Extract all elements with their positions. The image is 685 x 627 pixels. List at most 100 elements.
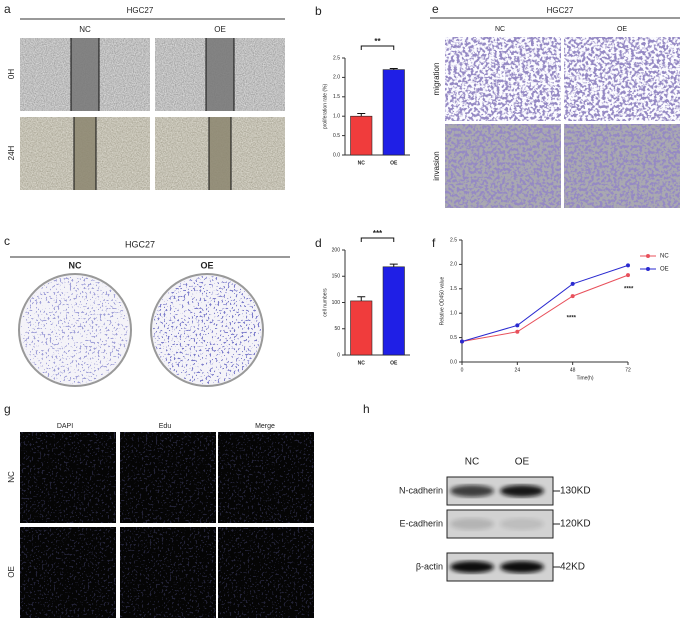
row-label: 24H [7, 145, 16, 160]
panel-letter: d [315, 236, 322, 250]
y-axis-label: Relative OD450 value [439, 276, 445, 325]
transwell-image [564, 124, 680, 208]
band [500, 485, 544, 497]
label: HGC27 [125, 239, 155, 249]
error-bar [389, 263, 398, 267]
label: OE [200, 260, 213, 270]
band [450, 561, 494, 573]
panel-letter: f [432, 236, 436, 250]
band [450, 485, 494, 497]
point [570, 294, 575, 299]
x-tick-label: NC [358, 360, 366, 366]
y-tick-label: 0.5 [450, 335, 457, 341]
band [500, 518, 544, 530]
y-axis-label: proliferation rate (%) [322, 84, 328, 130]
panel-letter: b [315, 4, 322, 18]
label: NC [79, 25, 91, 34]
y-tick-label: 0.5 [333, 133, 340, 139]
y-tick-label: 200 [332, 247, 341, 253]
fluorescence-dots [218, 432, 314, 523]
label: OE [214, 25, 226, 34]
legend-label: NC [660, 254, 669, 260]
label: OE [617, 26, 627, 33]
row-label: migration [432, 63, 441, 96]
label: NC [495, 26, 505, 33]
legend-label: OE [660, 267, 669, 273]
scratch-gap [209, 117, 231, 190]
label: E-cadherin [399, 518, 443, 528]
significance-bracket [360, 45, 395, 50]
x-axis-label: Time(h) [576, 375, 593, 381]
label: 42KD [560, 562, 585, 573]
row-label: OE [7, 566, 16, 578]
panel-letter: g [4, 402, 11, 416]
y-tick-label: 1.5 [450, 286, 457, 292]
annotation: **** [624, 287, 634, 293]
row-label: 0H [7, 69, 16, 79]
y-tick-label: 50 [334, 326, 340, 332]
fluorescence-dots [218, 527, 314, 618]
y-axis-label: cell numbers [322, 288, 328, 317]
x-tick-label: 0 [461, 367, 464, 373]
y-tick-label: 1.0 [450, 311, 457, 317]
fluorescence-dots [120, 527, 216, 618]
row-label: NC [7, 471, 16, 483]
fluorescence-dots [120, 432, 216, 523]
panel-letter: h [363, 402, 370, 416]
label: β-actin [416, 561, 443, 571]
y-tick-label: 2.5 [450, 237, 457, 243]
label: Merge [255, 423, 275, 430]
scratch-gap [74, 117, 96, 190]
significance-bracket [360, 237, 395, 242]
panel-letter: a [4, 2, 11, 16]
line [461, 264, 629, 342]
label: HGC27 [127, 6, 154, 15]
y-tick-label: 150 [332, 274, 341, 280]
transwell-image [445, 124, 561, 208]
bar [382, 266, 405, 356]
point [515, 329, 520, 334]
error-bar [357, 296, 366, 301]
panel-letter: c [4, 234, 10, 248]
x-tick-label: OE [390, 160, 398, 166]
y-tick-label: 2.0 [450, 262, 457, 268]
x-tick-label: 72 [625, 367, 631, 373]
y-tick-label: 0.0 [333, 152, 340, 158]
label: HGC27 [547, 6, 574, 15]
x-tick-label: 24 [515, 367, 521, 373]
bar [350, 300, 373, 356]
y-tick-label: 2.0 [333, 75, 340, 81]
legend-marker [646, 254, 650, 258]
y-tick-label: 1.5 [333, 94, 340, 100]
label: Edu [159, 423, 172, 430]
scratch-gap [206, 38, 234, 111]
fluorescence-dots [20, 527, 116, 618]
label: NC [465, 457, 479, 468]
y-tick-label: 2.5 [333, 55, 340, 61]
line [461, 274, 629, 342]
colonies [153, 276, 261, 384]
y-tick-label: 0.0 [450, 359, 457, 365]
x-tick-label: OE [390, 360, 398, 366]
error-bar [357, 112, 366, 117]
band [500, 561, 544, 573]
bar [382, 69, 405, 156]
significance: ** [374, 37, 381, 46]
panel-letter: e [432, 2, 439, 16]
legend-marker [646, 267, 650, 271]
scratch-gap [71, 38, 99, 111]
label: 130KD [560, 486, 591, 497]
row-label: invasion [432, 151, 441, 180]
point [626, 263, 630, 268]
fluorescence-dots [20, 432, 116, 523]
transwell-image [564, 37, 680, 121]
x-tick-label: NC [358, 160, 366, 166]
label: NC [69, 260, 82, 270]
y-tick-label: 1.0 [333, 114, 340, 120]
transwell-image [445, 37, 561, 121]
bar [350, 115, 373, 156]
label: N-cadherin [399, 485, 443, 495]
point [570, 281, 575, 286]
y-tick-label: 0 [337, 352, 340, 358]
